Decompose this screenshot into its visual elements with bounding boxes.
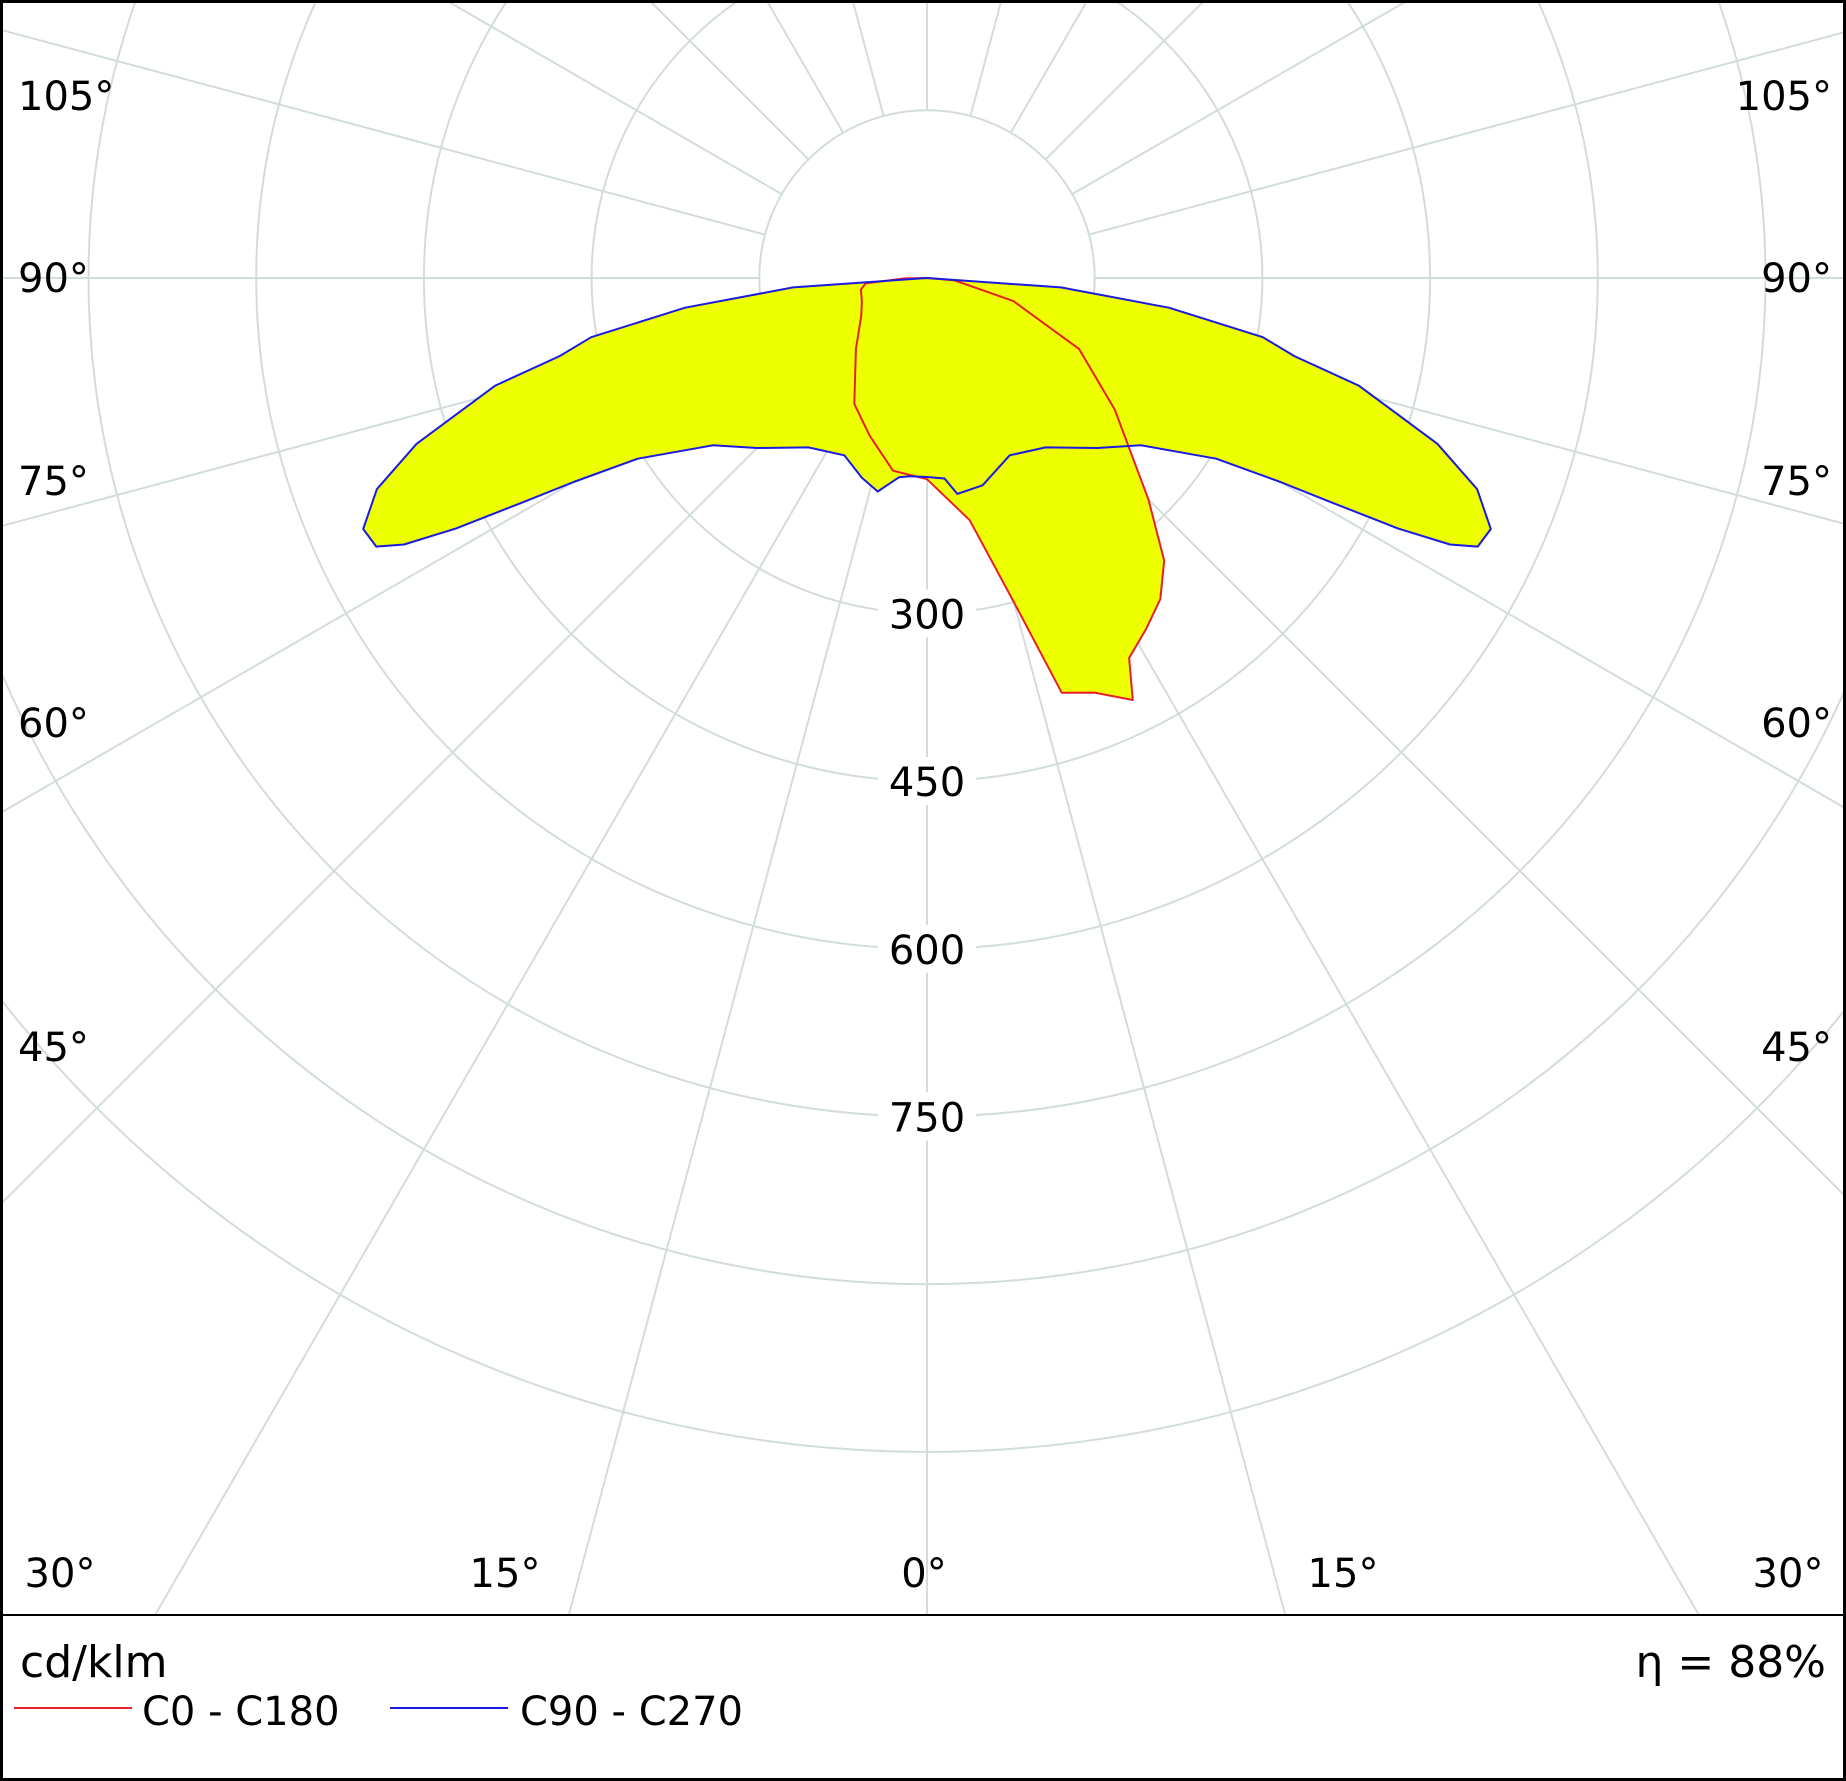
grid-spoke: [2, 29, 766, 236]
curve-fill-c90-c270: [363, 278, 1491, 547]
angle-label-left: 105°: [18, 74, 114, 120]
grid-spoke: [2, 395, 810, 1205]
unit-label: cd/klm: [20, 1637, 168, 1688]
radial-tick-label-bg: [878, 589, 976, 638]
radial-tick-label: 750: [889, 1096, 965, 1142]
grid-spoke: [969, 439, 1287, 1614]
angle-label-right: 75°: [1761, 459, 1832, 505]
angle-label-left: 45°: [18, 1025, 89, 1071]
grid-spoke: [446, 2, 783, 196]
radial-tick-label: 600: [889, 928, 965, 974]
legend-label-c90-c270: C90 - C270: [520, 1689, 743, 1735]
angle-label-right: 90°: [1761, 256, 1832, 302]
angle-label-bottom: 15°: [1308, 1551, 1379, 1597]
radial-tick-label-bg: [878, 924, 976, 973]
angle-label-left: 60°: [18, 701, 89, 747]
distribution-curves: [362, 277, 1492, 701]
angle-label-right: 60°: [1761, 701, 1832, 747]
angle-labels: 30° 15° 0° 15° 30° 105° 90° 75° 60° 45° 105° 90° 75°…: [18, 74, 1832, 1597]
angle-label-right: 105°: [1736, 74, 1832, 120]
angle-label-bottom: 30°: [25, 1551, 96, 1597]
efficiency-label: η = 88%: [1635, 1637, 1826, 1688]
angle-label-bottom: 15°: [470, 1551, 541, 1597]
angle-label-bottom: 0°: [901, 1551, 946, 1597]
angle-label-right: 45°: [1761, 1025, 1832, 1071]
angle-label-bottom: 30°: [1753, 1551, 1824, 1597]
grid-spoke: [1044, 395, 1844, 1197]
angle-label-left: 75°: [18, 459, 89, 505]
grid-spoke: [1071, 2, 1408, 196]
radial-tick-label-bg: [878, 1092, 976, 1141]
angle-label-left: 90°: [18, 256, 89, 302]
curve-line-c90-c270: [362, 277, 1492, 548]
radial-tick-label: 450: [889, 760, 965, 806]
curve-line-c0-c180: [853, 277, 1166, 701]
legend-label-c0-c180: C0 - C180: [142, 1689, 340, 1735]
radial-tick-label-bg: [878, 757, 976, 806]
radial-tick-labels: 300 450 600 750: [878, 589, 976, 1142]
grid-spoke: [1088, 31, 1844, 236]
radial-tick-label: 300: [889, 592, 965, 638]
grid-spoke: [567, 439, 885, 1614]
grid-spoke: [154, 422, 845, 1614]
